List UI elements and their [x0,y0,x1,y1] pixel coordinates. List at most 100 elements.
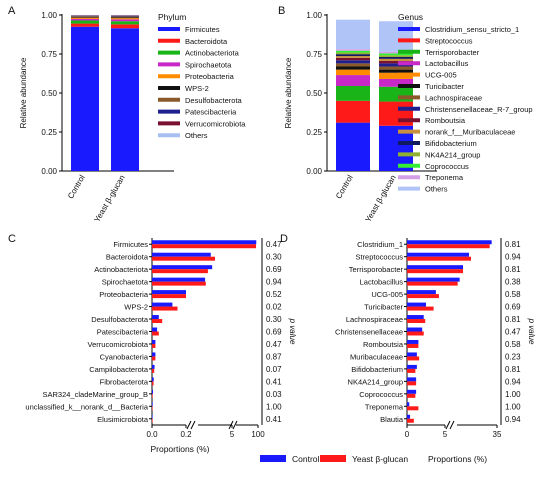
stack-segment-treponema [336,49,370,51]
panel-d: D 0 5 35 Clostridium_1 0.81 Streptococcus 0.94… [280,233,536,439]
p-value: 0.58 [505,340,521,349]
stack-segment-treponema [379,51,413,54]
row-label: Turicibacter [364,303,403,312]
p-value: 0.38 [505,278,521,287]
row-label: Campilobacterota [89,365,149,374]
p-value: 1.00 [505,390,521,399]
row-label: Treponema [365,402,404,411]
legend-label: Firmicutes [185,25,220,34]
bar-yeast [407,393,416,398]
row-label: Firmicutes [113,240,148,249]
y-axis-title: Relative abundance [284,57,293,128]
panel-c: C 0.0 0.2 5 100 Proportions (%) Firmicutes 0.4… [8,233,297,454]
p-value: 0.07 [266,365,282,374]
p-value: 0.03 [266,390,282,399]
stack-segment-streptococcus [336,100,370,123]
legend-label: Streptococcus [425,36,473,45]
p-value: 0.81 [505,315,521,324]
stack-segment-patescibacteria [111,15,139,17]
stack-segment-others [336,19,370,50]
x-tick-label: 0.0 [146,430,158,439]
p-value: 0.41 [266,377,282,386]
row-label: Desulfobacterota [91,315,149,324]
stack-segment-bifidobacterium [336,54,370,57]
row-label: unclassified_k__norank_d__Bacteria [25,402,148,411]
bar-control [152,277,206,282]
bar-yeast [152,256,215,261]
bar-control [407,290,436,295]
p-value: 0.81 [505,265,521,274]
p-value-title: p value [527,318,536,345]
stack-segment-norank-f-muribaculaceae [379,58,413,62]
y-tick-label: 0.75 [306,50,322,59]
legend-title: Genus [398,12,423,22]
bar-yeast [152,294,186,299]
p-value: 0.69 [505,303,521,312]
p-value: 0.81 [505,240,521,249]
legend-label: Spirochaetota [185,60,232,69]
p-value: 0.94 [266,278,282,287]
x-tick-label: Yeast β-glucan [93,174,127,224]
stack-segment-bacteroidota [71,23,99,27]
y-tick-label: 0.25 [41,128,57,137]
legend-label: Lachnospiraceae [425,93,482,102]
bar-yeast [407,244,490,249]
p-value: 0.30 [266,315,282,324]
legend-label: Verrucomicrobiota [185,119,246,128]
bar-control [152,327,158,332]
panel-b-letter: B [278,5,285,17]
x-tick-label: 5 [443,430,448,439]
x-tick-label: Control [66,173,87,200]
y-tick-label: 0.25 [306,128,322,137]
stack-segment-turicibacter [336,66,370,70]
p-value: 0.02 [266,303,282,312]
row-label: Romboutsia [363,340,404,349]
bar-yeast [407,356,420,361]
row-label: Actinobacteriota [94,265,149,274]
stack-segment-proteobacteria [111,18,139,20]
legend-label: Others [425,185,448,194]
control-legend-label: Control [292,454,320,464]
bar-control [152,265,213,270]
bar-control [407,240,492,245]
bar-yeast [152,269,208,274]
x-tick-label: Yeast β-glucan [364,174,398,224]
x-axis-title: Proportions (%) [150,444,209,454]
yeast-legend-swatch [320,455,346,462]
stack-segment-others [379,21,413,52]
axis-break-mark [449,420,455,430]
stack-segment-romboutsia [379,61,413,64]
bar-control [152,377,154,382]
legend-label: Terrisporobacter [425,48,480,57]
legend-label: UCG-005 [425,71,457,80]
bar-control [152,414,153,419]
x-tick-label: 0 [405,430,410,439]
bar-yeast [152,381,154,386]
stack-segment-romboutsia [336,57,370,61]
legend-label: Bifidobacterium [425,139,477,148]
p-value: 0.94 [505,253,521,262]
bar-yeast [152,319,163,324]
stack-segment-turicibacter [379,69,413,73]
bar-control [152,252,211,257]
bar-control [152,290,186,295]
p-value: 0.41 [266,415,282,424]
bar-yeast [152,244,257,249]
bar-control [152,402,153,407]
legend-label: Clostridium_sensu_stricto_1 [425,25,519,34]
p-value: 0.58 [505,290,521,299]
bar-control [407,339,419,344]
bar-control [152,352,156,357]
bar-control [407,352,417,357]
panel-a-letter: A [8,5,16,17]
row-label: Patescibacteria [97,328,149,337]
row-label: Spirochaetota [102,278,149,287]
bar-yeast [152,356,156,361]
bar-yeast [407,418,414,423]
stack-segment-terrisporobacter [336,85,370,101]
bar-yeast [152,281,206,286]
legend-label: Proteobacteria [185,72,235,81]
stack-segment-coprococcus [336,50,370,53]
bar-yeast [407,294,439,299]
